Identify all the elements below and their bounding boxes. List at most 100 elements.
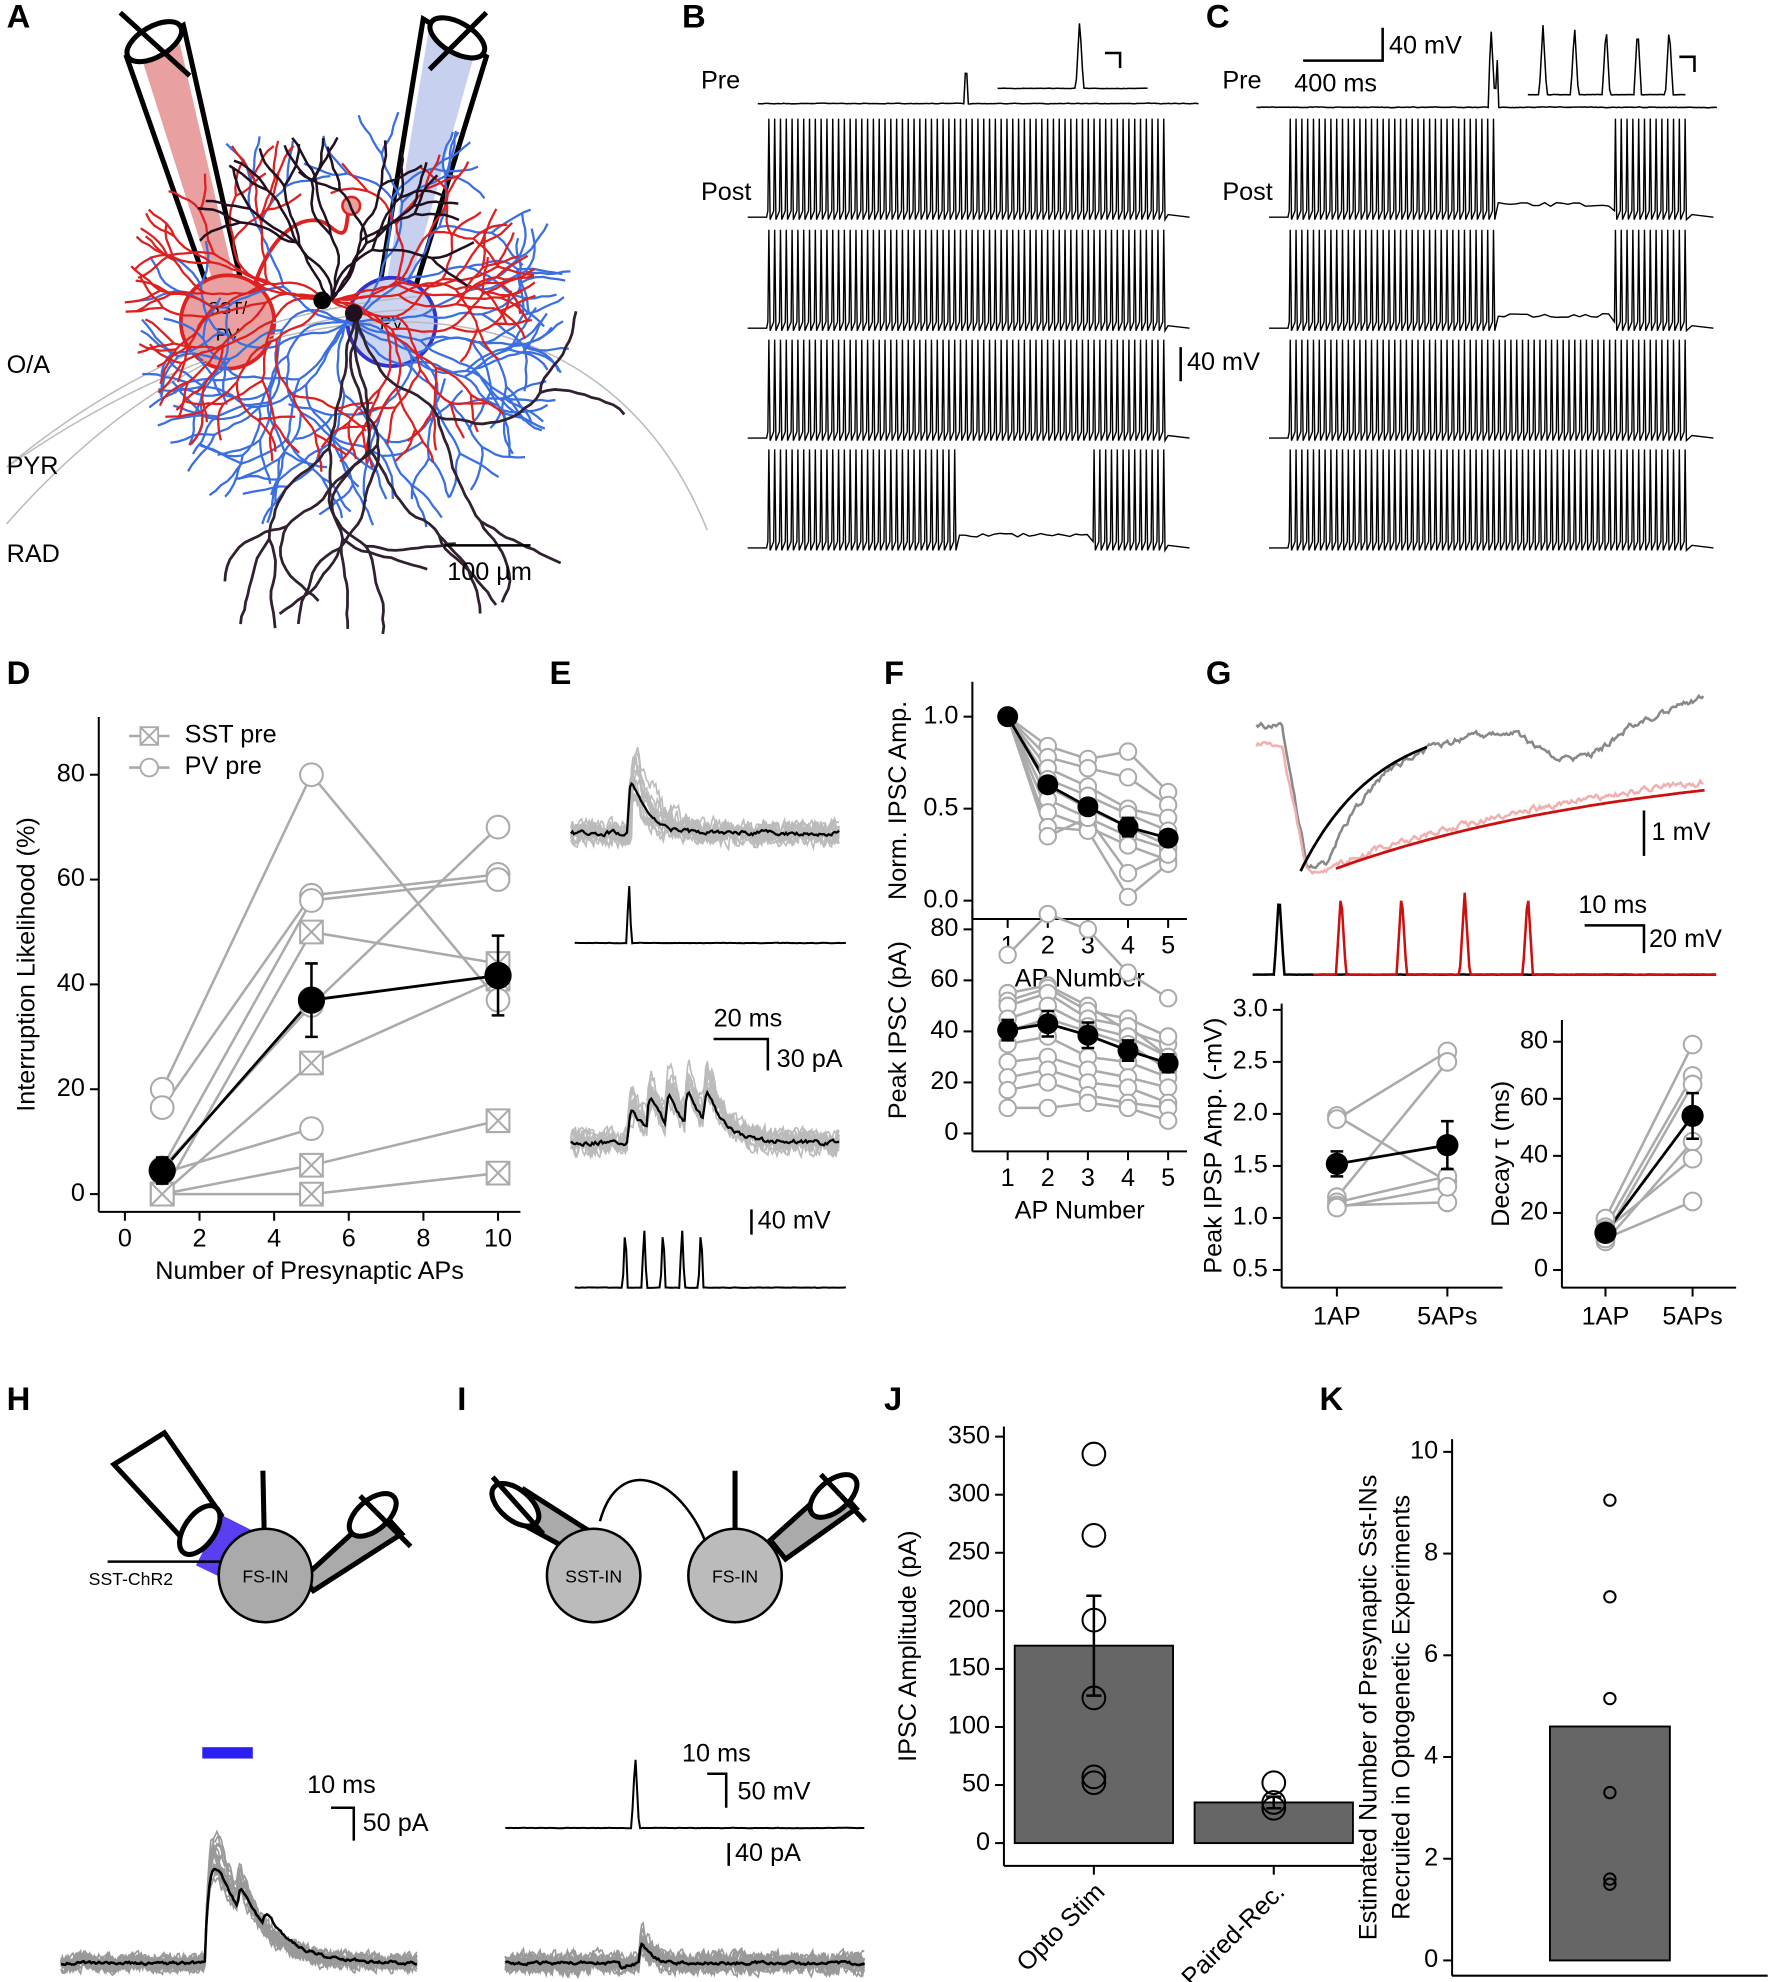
fit [1299,745,1428,872]
dendrite [168,250,214,257]
dendrite [284,451,328,469]
dendrite [278,548,341,616]
dendrite [525,270,571,276]
dendrite [500,309,527,340]
dendrite [310,138,325,182]
scale-label: 40 mV [1187,348,1260,376]
dendrite [334,424,372,433]
dendrite [286,320,348,357]
legend-label: SST pre [185,721,277,749]
dendrite [331,436,354,486]
dendrite [201,406,252,421]
scale-label: 10 ms [307,1771,376,1799]
morphology [124,111,626,635]
dendrite [158,385,204,392]
marker [1078,920,1098,939]
dendrite [450,211,482,237]
y-tick-label: 300 [948,1479,990,1507]
dendrite [476,328,500,361]
dendrite [320,421,350,449]
marker [1038,827,1057,846]
trace [574,1230,846,1290]
bar [1548,1725,1671,1962]
dendrite [330,242,368,302]
dendrite [346,172,394,200]
y-tick-label: 350 [948,1421,990,1449]
marker [1158,1078,1178,1097]
cell-label: SST-IN [565,1567,622,1587]
dendrite [380,111,400,155]
trace [60,1867,418,1967]
panel-letter: D [7,654,31,691]
marker [1157,827,1179,849]
marker [299,1152,324,1178]
dendrite [500,281,536,299]
y-tick-label: 0 [71,1179,85,1207]
panel-letter: A [7,0,31,35]
dendrite [267,447,331,540]
dendrite [226,285,284,309]
dendrite [305,321,349,386]
dendrite [481,445,526,459]
y-axis-label: Interruption Likelihood (%) [13,817,41,1112]
trace-label: Post [1222,178,1273,206]
trace [504,1941,866,1970]
dendrite [522,296,565,317]
dendrite [330,281,396,302]
y-tick-label: 100 [948,1712,990,1740]
x-tick-label: 1AP [1582,1303,1630,1331]
y-tick-label: 80 [57,759,85,787]
marker [1158,845,1178,864]
dendrite [137,342,175,354]
y-tick-label: 2.5 [1233,1047,1268,1075]
dendrite [410,457,430,500]
dendrite [415,352,439,407]
trace [1269,339,1714,443]
dendrite [331,405,385,417]
panel-letter: E [549,654,571,691]
series-line [1604,1083,1694,1237]
dendrite [139,277,165,309]
dendrite [176,345,190,383]
x-tick-label: 4 [1121,1164,1135,1192]
dendrite [291,395,317,435]
x-tick-label: Opto Stim [1011,1878,1110,1977]
dendrite [428,230,474,240]
dendrite [165,410,203,418]
point [1261,1795,1287,1821]
soma [344,304,363,322]
x-tick-label: 0 [118,1224,132,1252]
dendrite [437,391,542,426]
dendrite [141,318,174,354]
marker [1158,1111,1178,1130]
dendrite [149,256,179,292]
marker [1117,816,1139,838]
dendrite [435,366,472,396]
dendrite [228,164,268,192]
dendrite [539,388,626,416]
dendrite [408,265,468,280]
dendrite [524,228,536,273]
dendrite [380,164,423,187]
scale-label: 400 ms [1294,69,1377,97]
dendrite [517,213,527,259]
series-line [1604,1043,1694,1220]
trace-label: Post [701,178,752,206]
dendrite [266,189,298,243]
dendrite [268,423,276,461]
dendrite [347,422,357,460]
dendrite [424,174,461,191]
y-tick-label: 0 [944,1118,958,1146]
scale-label: 50 mV [738,1777,811,1805]
marker [299,888,324,913]
dendrite [364,545,386,635]
trace [997,23,1148,90]
legend-marker [139,726,160,746]
point [1081,1441,1107,1467]
dendrite [495,254,529,278]
dendrite [266,402,286,453]
dendrite [516,268,530,313]
dendrite [275,339,294,397]
marker [1436,1134,1459,1157]
dendrite [496,232,515,267]
